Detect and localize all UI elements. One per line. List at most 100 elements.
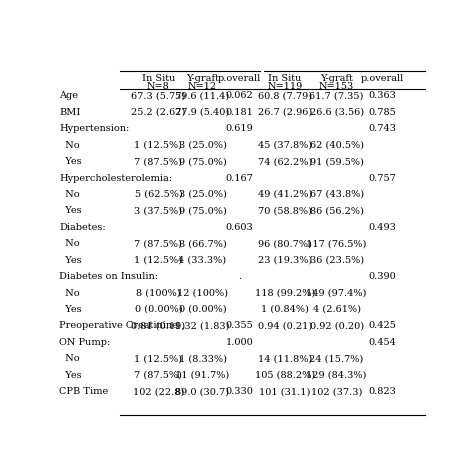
Text: 7 (87.5%): 7 (87.5%) xyxy=(135,157,182,166)
Text: 118 (99.2%): 118 (99.2%) xyxy=(255,289,315,298)
Text: 4 (33.3%): 4 (33.3%) xyxy=(178,255,227,264)
Text: 129 (84.3%): 129 (84.3%) xyxy=(306,371,367,380)
Text: p.overall: p.overall xyxy=(361,74,404,83)
Text: 0.181: 0.181 xyxy=(225,108,253,117)
Text: 3 (25.0%): 3 (25.0%) xyxy=(179,141,227,150)
Text: No: No xyxy=(59,289,80,298)
Text: 0.167: 0.167 xyxy=(225,173,253,182)
Text: 1 (12.5%): 1 (12.5%) xyxy=(135,255,182,264)
Text: 8 (100%): 8 (100%) xyxy=(136,289,181,298)
Text: Yes: Yes xyxy=(59,371,82,380)
Text: 117 (76.5%): 117 (76.5%) xyxy=(306,239,367,248)
Text: 7 (87.5%): 7 (87.5%) xyxy=(135,371,182,380)
Text: CPB Time: CPB Time xyxy=(59,387,109,396)
Text: 101 (31.1): 101 (31.1) xyxy=(259,387,311,396)
Text: 67 (43.8%): 67 (43.8%) xyxy=(310,190,364,199)
Text: 3 (37.5%): 3 (37.5%) xyxy=(135,206,182,215)
Text: 105 (88.2%): 105 (88.2%) xyxy=(255,371,315,380)
Text: N=8: N=8 xyxy=(147,82,170,91)
Text: p.overall: p.overall xyxy=(218,74,261,83)
Text: 3 (25.0%): 3 (25.0%) xyxy=(179,190,227,199)
Text: 1 (12.5%): 1 (12.5%) xyxy=(135,141,182,150)
Text: 0.330: 0.330 xyxy=(225,387,253,396)
Text: N=153: N=153 xyxy=(319,82,354,91)
Text: 1 (8.33%): 1 (8.33%) xyxy=(179,354,227,363)
Text: BMI: BMI xyxy=(59,108,81,117)
Text: 4 (2.61%): 4 (2.61%) xyxy=(312,305,361,314)
Text: 89.0 (30.7): 89.0 (30.7) xyxy=(175,387,229,396)
Text: 0.743: 0.743 xyxy=(368,124,397,133)
Text: 7 (87.5%): 7 (87.5%) xyxy=(135,239,182,248)
Text: Preoperative Creatinine: Preoperative Creatinine xyxy=(59,321,178,330)
Text: 86 (56.2%): 86 (56.2%) xyxy=(310,206,364,215)
Text: 0.425: 0.425 xyxy=(369,321,396,330)
Text: 1 (12.5%): 1 (12.5%) xyxy=(135,354,182,363)
Text: Diabetes:: Diabetes: xyxy=(59,223,106,232)
Text: 24 (15.7%): 24 (15.7%) xyxy=(310,354,364,363)
Text: N=119: N=119 xyxy=(267,82,303,91)
Text: 1 (0.84%): 1 (0.84%) xyxy=(261,305,309,314)
Text: 59.6 (11.4): 59.6 (11.4) xyxy=(175,91,229,100)
Text: No: No xyxy=(59,354,80,363)
Text: 0 (0.00%): 0 (0.00%) xyxy=(135,305,182,314)
Text: No: No xyxy=(59,141,80,150)
Text: Age: Age xyxy=(59,91,78,100)
Text: 14 (11.8%): 14 (11.8%) xyxy=(258,354,312,363)
Text: 0.92 (0.20): 0.92 (0.20) xyxy=(310,321,364,330)
Text: 1.000: 1.000 xyxy=(225,338,253,347)
Text: Yes: Yes xyxy=(59,305,82,314)
Text: 102 (37.3): 102 (37.3) xyxy=(311,387,362,396)
Text: Yes: Yes xyxy=(59,255,82,264)
Text: 0.619: 0.619 xyxy=(225,124,253,133)
Text: In Situ: In Situ xyxy=(142,74,175,83)
Text: 26.7 (2.96): 26.7 (2.96) xyxy=(258,108,312,117)
Text: 49 (41.2%): 49 (41.2%) xyxy=(258,190,312,199)
Text: 61.7 (7.35): 61.7 (7.35) xyxy=(310,91,364,100)
Text: 23 (19.3%): 23 (19.3%) xyxy=(258,255,312,264)
Text: 62 (40.5%): 62 (40.5%) xyxy=(310,141,364,150)
Text: 96 (80.7%): 96 (80.7%) xyxy=(258,239,312,248)
Text: 91 (59.5%): 91 (59.5%) xyxy=(310,157,364,166)
Text: 0.94 (0.21): 0.94 (0.21) xyxy=(258,321,312,330)
Text: Yes: Yes xyxy=(59,206,82,215)
Text: 0.757: 0.757 xyxy=(369,173,396,182)
Text: 74 (62.2%): 74 (62.2%) xyxy=(258,157,312,166)
Text: No: No xyxy=(59,190,80,199)
Text: 0.062: 0.062 xyxy=(225,91,253,100)
Text: Yes: Yes xyxy=(59,157,82,166)
Text: Y-graft: Y-graft xyxy=(186,74,219,83)
Text: 27.9 (5.40): 27.9 (5.40) xyxy=(175,108,229,117)
Text: 70 (58.8%): 70 (58.8%) xyxy=(258,206,312,215)
Text: 0.390: 0.390 xyxy=(369,272,396,281)
Text: N=12: N=12 xyxy=(188,82,217,91)
Text: 0.454: 0.454 xyxy=(369,338,396,347)
Text: 0.363: 0.363 xyxy=(369,91,396,100)
Text: Diabetes on Insulin:: Diabetes on Insulin: xyxy=(59,272,158,281)
Text: Y-graft: Y-graft xyxy=(320,74,353,83)
Text: 45 (37.8%): 45 (37.8%) xyxy=(258,141,312,150)
Text: 0.81 (0.19): 0.81 (0.19) xyxy=(131,321,185,330)
Text: 9 (75.0%): 9 (75.0%) xyxy=(179,157,227,166)
Text: 36 (23.5%): 36 (23.5%) xyxy=(310,255,364,264)
Text: 0.823: 0.823 xyxy=(369,387,396,396)
Text: Hypertension:: Hypertension: xyxy=(59,124,129,133)
Text: 0.785: 0.785 xyxy=(369,108,396,117)
Text: 5 (62.5%): 5 (62.5%) xyxy=(135,190,182,199)
Text: 12 (100%): 12 (100%) xyxy=(177,289,228,298)
Text: In Situ: In Situ xyxy=(268,74,302,83)
Text: 0.355: 0.355 xyxy=(225,321,253,330)
Text: No: No xyxy=(59,239,80,248)
Text: 0.493: 0.493 xyxy=(369,223,396,232)
Text: 26.6 (3.56): 26.6 (3.56) xyxy=(310,108,364,117)
Text: 102 (22.8): 102 (22.8) xyxy=(133,387,184,396)
Text: Hypercholesterolemia:: Hypercholesterolemia: xyxy=(59,173,172,182)
Text: ON Pump:: ON Pump: xyxy=(59,338,110,347)
Text: 9 (75.0%): 9 (75.0%) xyxy=(179,206,227,215)
Text: 8 (66.7%): 8 (66.7%) xyxy=(179,239,227,248)
Text: 0.603: 0.603 xyxy=(225,223,253,232)
Text: 0 (0.00%): 0 (0.00%) xyxy=(179,305,226,314)
Text: 67.3 (5.77): 67.3 (5.77) xyxy=(131,91,186,100)
Text: 1.32 (1.83): 1.32 (1.83) xyxy=(175,321,230,330)
Text: 149 (97.4%): 149 (97.4%) xyxy=(306,289,367,298)
Text: 11 (91.7%): 11 (91.7%) xyxy=(175,371,229,380)
